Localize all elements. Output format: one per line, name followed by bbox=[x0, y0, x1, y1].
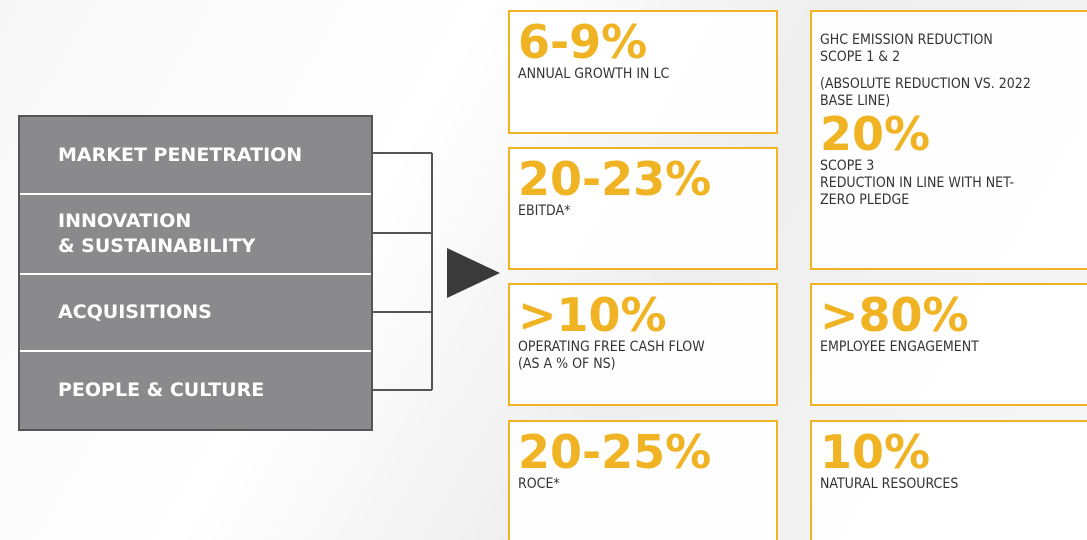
text-line: GHC EMISSION REDUCTION bbox=[820, 32, 1087, 49]
target-card: >80%EMPLOYEE ENGAGEMENT bbox=[810, 283, 1087, 406]
text-line: REDUCTION IN LINE WITH NET- bbox=[820, 175, 1087, 192]
arrow bbox=[447, 248, 500, 298]
text-line: NATURAL RESOURCES bbox=[820, 476, 1087, 493]
text-line: ANNUAL GROWTH IN LC bbox=[518, 66, 768, 83]
target-label: ANNUAL GROWTH IN LC bbox=[518, 66, 768, 83]
target-value: >80% bbox=[820, 291, 1087, 339]
target-value: 20-23% bbox=[518, 155, 768, 203]
target-value: 10% bbox=[820, 428, 1087, 476]
target-label: EMPLOYEE ENGAGEMENT bbox=[820, 339, 1087, 356]
text-line: OPERATING FREE CASH FLOW bbox=[518, 339, 768, 356]
target-value: >10% bbox=[518, 291, 768, 339]
target-card: 20-23%EBITDA* bbox=[508, 147, 778, 270]
text-line: (AS A % OF NS) bbox=[518, 356, 768, 373]
target-card: 10%NATURAL RESOURCES bbox=[810, 420, 1087, 540]
target-card: 6-9%ANNUAL GROWTH IN LC bbox=[508, 10, 778, 134]
text-line: (ABSOLUTE REDUCTION VS. 2022 bbox=[820, 76, 1087, 93]
target-value: 6-9% bbox=[518, 18, 768, 66]
target-label: NATURAL RESOURCES bbox=[820, 476, 1087, 493]
target-card: 20-25%ROCE* bbox=[508, 420, 778, 540]
text-line: SCOPE 3 bbox=[820, 158, 1087, 175]
text-line: SCOPE 1 & 2 bbox=[820, 49, 1087, 66]
target-value: 20-25% bbox=[518, 428, 768, 476]
slide: MARKET PENETRATIONINNOVATION& SUSTAINABI… bbox=[0, 0, 1087, 540]
text-line: ZERO PLEDGE bbox=[820, 192, 1087, 209]
target-label: OPERATING FREE CASH FLOW(AS A % OF NS) bbox=[518, 339, 768, 373]
target-value: 20% bbox=[820, 110, 1087, 158]
text-line: EMPLOYEE ENGAGEMENT bbox=[820, 339, 1087, 356]
target-card: >10%OPERATING FREE CASH FLOW(AS A % OF N… bbox=[508, 283, 778, 406]
